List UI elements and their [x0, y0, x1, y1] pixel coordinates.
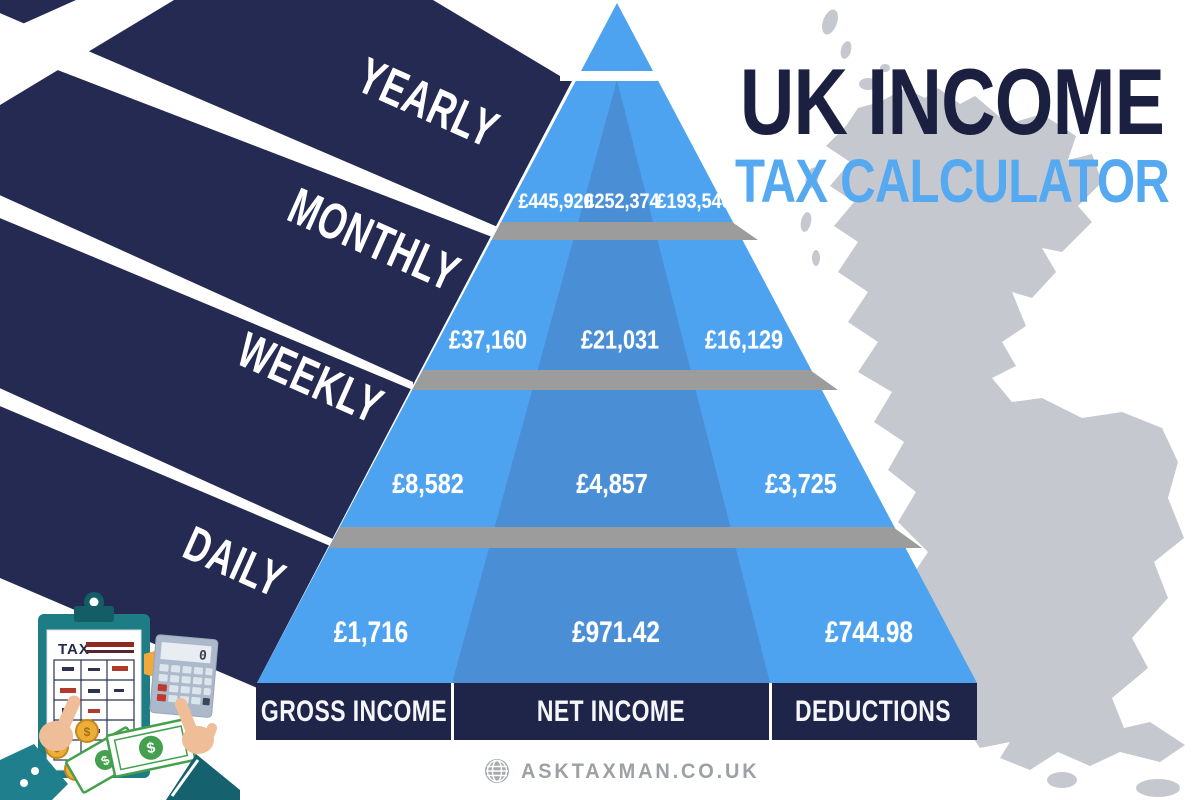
value-weekly-gross: £8,582 — [392, 467, 464, 500]
tax-illustration: TAX — [0, 592, 240, 800]
ribbon-stripe-2 — [0, 195, 413, 390]
ribbon-stripe-1 — [0, 13, 500, 240]
value-daily-deductions: £744.98 — [825, 616, 913, 649]
column-header-deductions: DEDUCTIONS — [795, 695, 951, 728]
footer-divider-1 — [451, 683, 454, 740]
main-title: UK INCOME — [739, 50, 1165, 155]
pyramid — [257, 3, 977, 683]
left-hand — [0, 695, 81, 800]
value-monthly-net: £21,031 — [580, 325, 660, 356]
value-daily-gross: £1,716 — [333, 616, 409, 649]
calculator-display-value: 0 — [198, 648, 207, 664]
uk-map-silhouette — [800, 9, 1185, 797]
right-hand — [166, 698, 240, 800]
tier-separator-3 — [329, 527, 922, 548]
footer-divider-2 — [769, 683, 772, 740]
column-header-gross-income: GROSS INCOME — [260, 695, 448, 728]
ribbon-main-field — [0, 0, 572, 690]
ribbon-stripe-3 — [0, 388, 335, 548]
value-monthly-deductions: £16,129 — [704, 325, 784, 356]
calculator: 0 — [149, 634, 219, 718]
sub-title: TAX CALCULATOR — [734, 146, 1170, 216]
ribbon-field — [0, 0, 572, 690]
globe-icon — [485, 759, 509, 783]
value-yearly-deductions: £193,546 — [656, 189, 732, 214]
value-yearly-net: £252,374 — [584, 189, 660, 214]
value-yearly-gross: £445,920 — [518, 189, 594, 214]
watermark-site: ASKTAXMAN.CO.UK — [521, 760, 760, 783]
svg-text:$: $ — [84, 725, 91, 739]
value-weekly-net: £4,857 — [576, 467, 648, 500]
right-sleeve — [166, 754, 240, 800]
tier-separator-2 — [412, 370, 838, 390]
value-daily-net: £971.42 — [572, 616, 660, 649]
value-weekly-deductions: £3,725 — [765, 467, 837, 500]
pyramid-apex-gap — [560, 71, 672, 81]
clipboard-tax-label: TAX — [58, 641, 90, 658]
column-header-net-income: NET INCOME — [536, 695, 686, 728]
calculator-keys — [156, 664, 213, 706]
tier-separator-1 — [492, 222, 758, 240]
bank-notes: $ $ — [65, 717, 197, 794]
footer-bar — [256, 683, 977, 740]
value-monthly-gross: £37,160 — [448, 325, 528, 356]
